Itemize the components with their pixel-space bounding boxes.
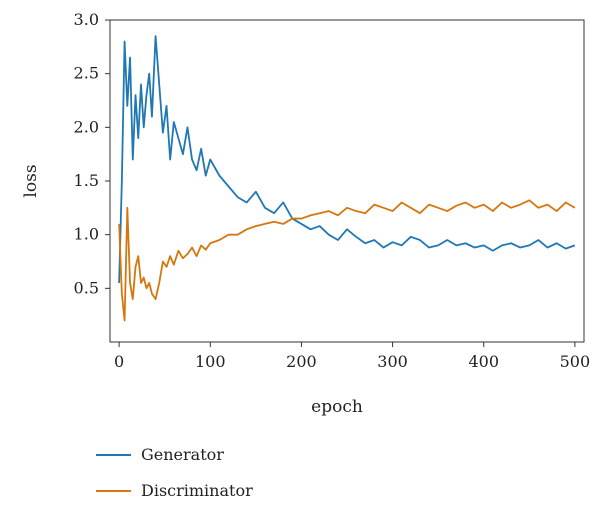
series-line-discriminator	[118, 199, 576, 322]
y-axis-label: loss	[21, 164, 41, 197]
series-line-generator	[118, 35, 576, 283]
y-tick-label: 3.0	[74, 10, 99, 29]
y-tick-label: 1.5	[74, 171, 99, 190]
plot-frame	[109, 19, 585, 343]
y-tick-label: 0.5	[74, 278, 99, 297]
y-tick-label: 2.0	[74, 117, 99, 136]
x-tick-label: 400	[468, 352, 499, 371]
y-tick-label: 1.0	[74, 225, 99, 244]
legend: Generator Discriminator	[96, 445, 253, 500]
legend-label-discriminator: Discriminator	[141, 481, 253, 500]
x-tick-label: 500	[560, 352, 591, 371]
x-tick-label: 200	[286, 352, 317, 371]
x-tick-label: 0	[114, 352, 124, 371]
y-tick-label: 2.5	[74, 64, 99, 83]
x-axis-label: epoch	[311, 397, 363, 417]
x-tick-label: 100	[195, 352, 226, 371]
x-tick-label: 300	[377, 352, 408, 371]
legend-label-generator: Generator	[141, 445, 224, 464]
